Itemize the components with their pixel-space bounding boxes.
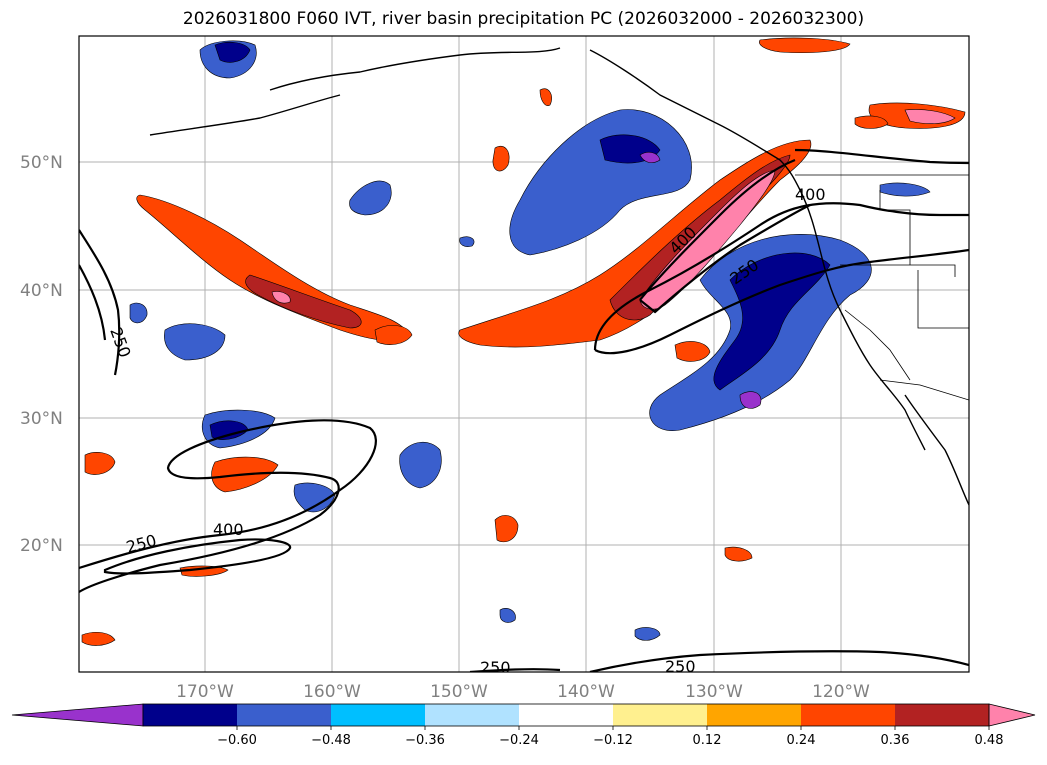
borders <box>795 174 969 401</box>
colorbar-segment <box>331 704 426 726</box>
ivt-250-northeast <box>593 202 969 355</box>
ivt-400-northeast <box>639 158 811 314</box>
colorbar-tick-label: −0.12 <box>593 733 633 748</box>
positive-pc-regions <box>81 37 966 646</box>
ivt-400-southwest <box>103 538 292 575</box>
ivt-label: 250 <box>480 658 511 677</box>
colorbar-segment <box>613 704 708 726</box>
colorbar-segment <box>801 704 896 726</box>
ivt-label: 400 <box>795 185 826 204</box>
lat-label: 40°N <box>20 281 63 301</box>
colorbar-segment <box>425 704 520 726</box>
lon-label: 170°W <box>176 682 234 702</box>
coastlines <box>149 47 969 506</box>
colorbar-segment <box>143 704 238 726</box>
colorbar-segment <box>707 704 802 726</box>
pos-region-atmospheric-river <box>458 139 812 348</box>
colorbar-tick-label: −0.24 <box>499 733 539 748</box>
map-frame <box>78 35 970 673</box>
colorbar-outline <box>142 703 990 727</box>
colorbar-tick-label: 0.48 <box>975 733 1004 748</box>
colorbar-tick-label: 0.36 <box>881 733 910 748</box>
lon-label: 120°W <box>812 682 870 702</box>
colorbar-extension-low <box>11 703 144 727</box>
colorbar-tick-label: −0.36 <box>405 733 445 748</box>
ivt-label: 400 <box>213 520 244 539</box>
lon-label: 160°W <box>303 682 361 702</box>
map-title: 2026031800 F060 IVT, river basin precipi… <box>182 9 865 29</box>
colorbar: −0.60 −0.48 −0.36 −0.24 −0.12 0.12 0.24 0.36 0.4… <box>11 703 1036 748</box>
ivt-250-west <box>79 229 121 376</box>
ivt-250-outer <box>794 148 969 165</box>
pos-region-pink-core <box>639 169 776 310</box>
ivt-label: 250 <box>665 657 696 676</box>
colorbar-segment <box>895 704 990 726</box>
colorbar-tick-label: 0.24 <box>787 733 816 748</box>
colorbar-segment <box>237 704 332 726</box>
lon-label: 150°W <box>430 682 488 702</box>
ivt-250-southwest <box>79 419 377 593</box>
colorbar-extension-high <box>988 703 1036 727</box>
lat-label: 30°N <box>20 409 63 429</box>
lat-label: 20°N <box>20 536 63 556</box>
gridlines <box>79 36 969 672</box>
lon-label: 140°W <box>557 682 615 702</box>
colorbar-tick-label: −0.48 <box>311 733 351 748</box>
colorbar-segment <box>519 704 614 726</box>
lon-label: 130°W <box>685 682 743 702</box>
negative-pc-regions <box>129 40 931 641</box>
colorbar-tick-label: −0.60 <box>217 733 257 748</box>
colorbar-tick-label: 0.12 <box>693 733 722 748</box>
lat-label: 50°N <box>20 153 63 173</box>
